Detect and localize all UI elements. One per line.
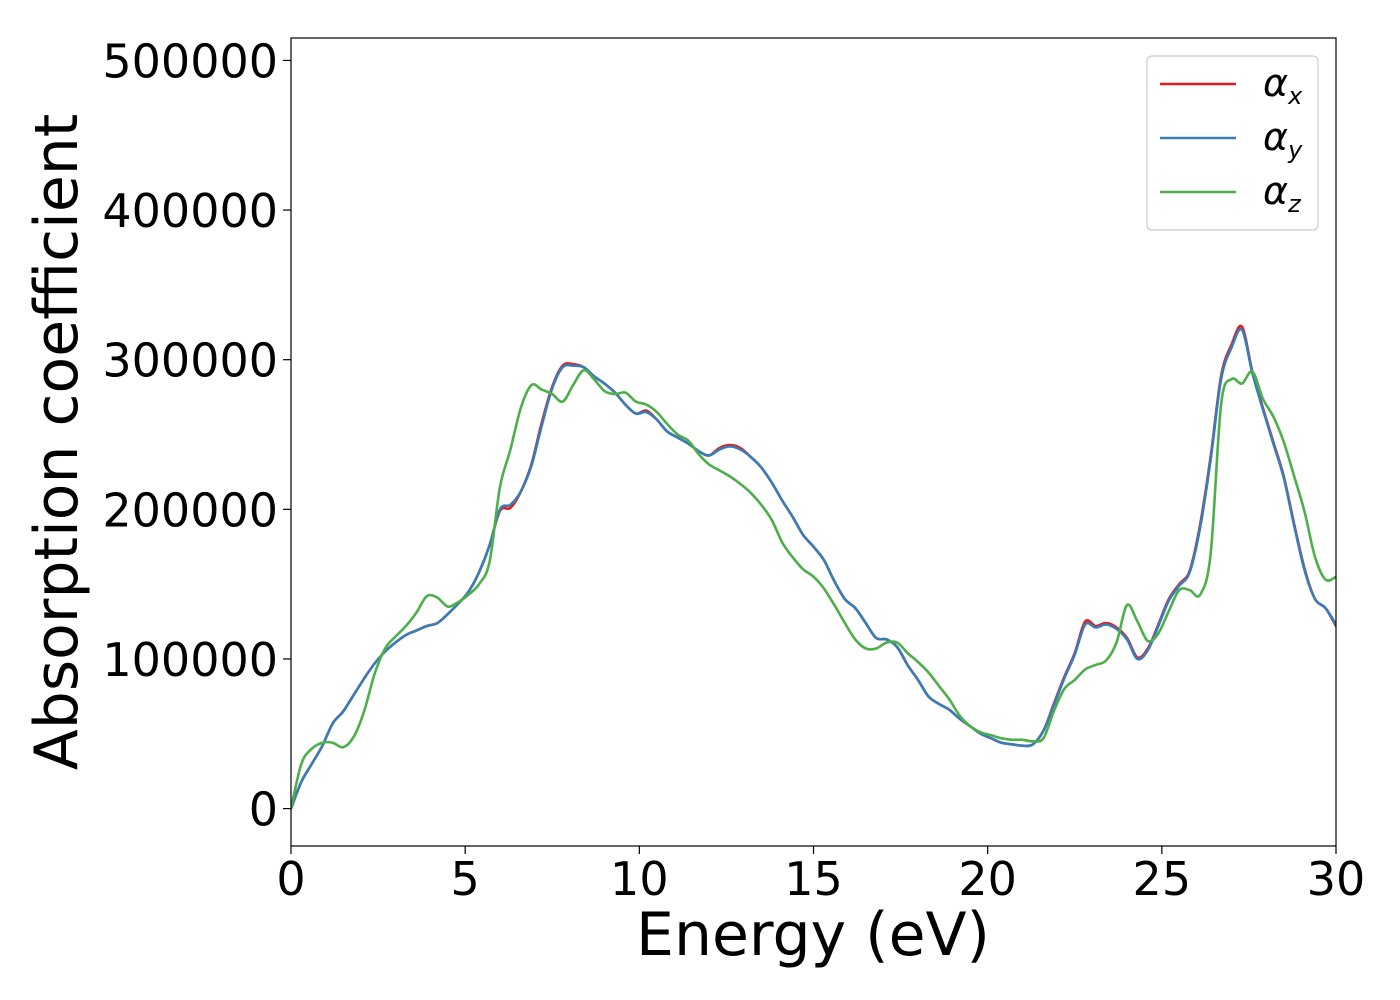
series-line-z (291, 368, 1336, 810)
x-tick-label: 5 (451, 852, 480, 906)
x-tick-label: 30 (1307, 852, 1366, 906)
x-tick-label: 25 (1133, 852, 1192, 906)
legend-symbol: α (1263, 169, 1288, 213)
y-axis: 0 100000 200000 300000 400000 500000 (102, 34, 291, 837)
legend-subscript: y (1287, 136, 1303, 164)
x-axis-title: Energy (eV) (636, 900, 990, 970)
x-tick-label: 10 (610, 852, 669, 906)
y-axis-title: Absorption coefficient (22, 114, 92, 771)
legend-box (1146, 55, 1319, 231)
legend-symbol: α (1263, 115, 1288, 159)
x-tick-label: 15 (784, 852, 843, 906)
y-tick-label: 500000 (102, 34, 278, 88)
x-axis: 0 5 10 15 20 25 30 (276, 846, 1365, 906)
series-layer (291, 324, 1336, 810)
y-tick-label: 300000 (102, 334, 278, 388)
y-tick-label: 200000 (102, 483, 278, 537)
y-tick-label: 400000 (102, 184, 278, 238)
legend-subscript: z (1287, 190, 1302, 218)
x-tick-label: 20 (958, 852, 1017, 906)
legend-label: αy (1263, 115, 1303, 164)
y-tick-label: 100000 (102, 633, 278, 687)
legend-label: αx (1263, 61, 1303, 110)
legend-subscript: x (1287, 82, 1303, 110)
y-tick-label: 0 (249, 783, 278, 837)
x-tick-label: 0 (276, 852, 305, 906)
legend-symbol: α (1263, 61, 1288, 105)
legend-label: αz (1263, 169, 1302, 218)
